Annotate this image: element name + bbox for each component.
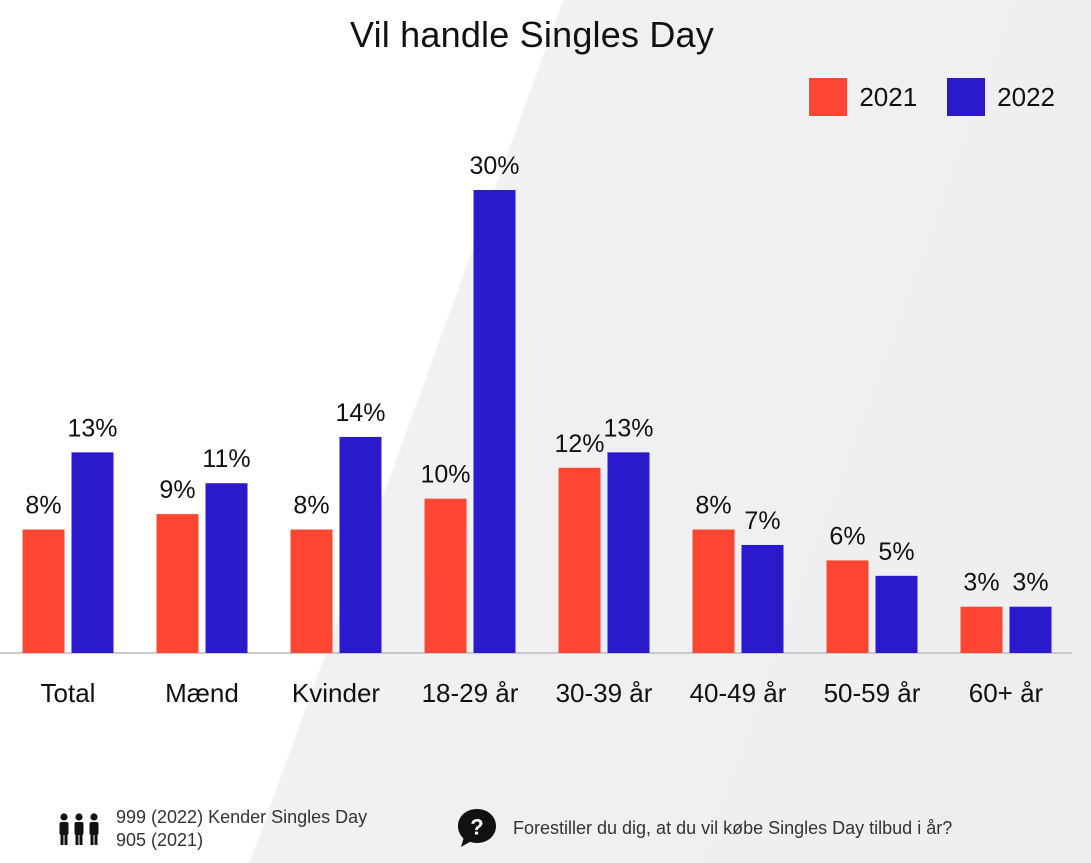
respondents-note: 999 (2022) Kender Singles Day 905 (2021) bbox=[58, 806, 367, 852]
data-label-2022-60-r: 3% bbox=[1012, 569, 1048, 597]
legend-label-2021: 2021 bbox=[859, 81, 918, 112]
data-label-2021-18-29-r: 10% bbox=[420, 461, 470, 489]
bar-2021-18-29-r bbox=[424, 498, 467, 653]
chart-title: Vil handle Singles Day bbox=[350, 14, 714, 55]
data-label-2022-50-59-r: 5% bbox=[878, 538, 914, 566]
data-label-2021-50-59-r: 6% bbox=[829, 522, 865, 550]
respondents-line-1: 999 (2022) Kender Singles Day bbox=[116, 807, 368, 827]
svg-text:?: ? bbox=[470, 815, 483, 840]
data-label-2021-m-nd: 9% bbox=[159, 476, 195, 504]
bar-2022-30-39-r bbox=[607, 452, 650, 653]
bar-2022-kvinder bbox=[339, 436, 382, 653]
bar-2021-30-39-r bbox=[558, 467, 601, 653]
bar-2021-m-nd bbox=[156, 514, 199, 653]
legend: 2021 2022 bbox=[809, 78, 1055, 116]
speech-bubble-question-icon: ? bbox=[458, 809, 496, 847]
bar-2022-40-49-r bbox=[741, 544, 784, 653]
x-tick-label-total: Total bbox=[41, 678, 96, 708]
people-group-icon bbox=[59, 813, 99, 845]
x-tick-label-30-39-r: 30-39 år bbox=[556, 678, 653, 708]
data-label-2022-kvinder: 14% bbox=[335, 399, 385, 427]
data-label-2021-kvinder: 8% bbox=[293, 492, 329, 520]
x-tick-label-kvinder: Kvinder bbox=[292, 678, 380, 708]
x-tick-label-50-59-r: 50-59 år bbox=[824, 678, 921, 708]
respondents-line-2: 905 (2021) bbox=[116, 830, 204, 850]
data-label-2022-total: 13% bbox=[67, 414, 117, 442]
bar-2021-kvinder bbox=[290, 529, 333, 653]
bar-2021-50-59-r bbox=[826, 560, 869, 653]
data-label-2022-40-49-r: 7% bbox=[744, 507, 780, 535]
x-tick-label-40-49-r: 40-49 år bbox=[690, 678, 787, 708]
data-label-2022-30-39-r: 13% bbox=[603, 414, 653, 442]
bar-2022-m-nd bbox=[205, 483, 248, 653]
bar-2021-total bbox=[22, 529, 65, 653]
bar-2021-60-r bbox=[960, 606, 1003, 653]
bar-2022-18-29-r bbox=[473, 190, 516, 653]
bar-2022-50-59-r bbox=[875, 575, 918, 653]
data-label-2021-40-49-r: 8% bbox=[695, 492, 731, 520]
bar-chart: 8% 13% Total 9%11% Mænd 8% 14% Kvinder 10% 30% 18-… bbox=[0, 152, 1072, 708]
data-label-2021-60-r: 3% bbox=[963, 569, 999, 597]
bar-2022-total bbox=[71, 452, 114, 653]
legend-swatch-2021 bbox=[809, 78, 848, 116]
x-tick-label-60-r: 60+ år bbox=[969, 678, 1044, 708]
legend-label-2022: 2022 bbox=[997, 81, 1055, 112]
legend-item-2021: 2021 bbox=[809, 78, 917, 116]
legend-item-2022: 2022 bbox=[947, 78, 1055, 116]
data-label-2021-total: 8% bbox=[25, 492, 61, 520]
bar-2021-40-49-r bbox=[692, 529, 735, 653]
legend-swatch-2022 bbox=[947, 78, 986, 116]
data-label-2022-m-nd: 11% bbox=[202, 445, 250, 473]
x-tick-label-m-nd: Mænd bbox=[165, 678, 239, 708]
bar-2022-60-r bbox=[1009, 606, 1052, 653]
data-label-2021-30-39-r: 12% bbox=[554, 430, 604, 458]
survey-question: ? Forestiller du dig, at du vil købe Sin… bbox=[455, 806, 952, 850]
question-text: Forestiller du dig, at du vil købe Singl… bbox=[513, 817, 953, 838]
x-tick-label-18-29-r: 18-29 år bbox=[422, 678, 519, 708]
data-label-2022-18-29-r: 30% bbox=[469, 152, 519, 180]
